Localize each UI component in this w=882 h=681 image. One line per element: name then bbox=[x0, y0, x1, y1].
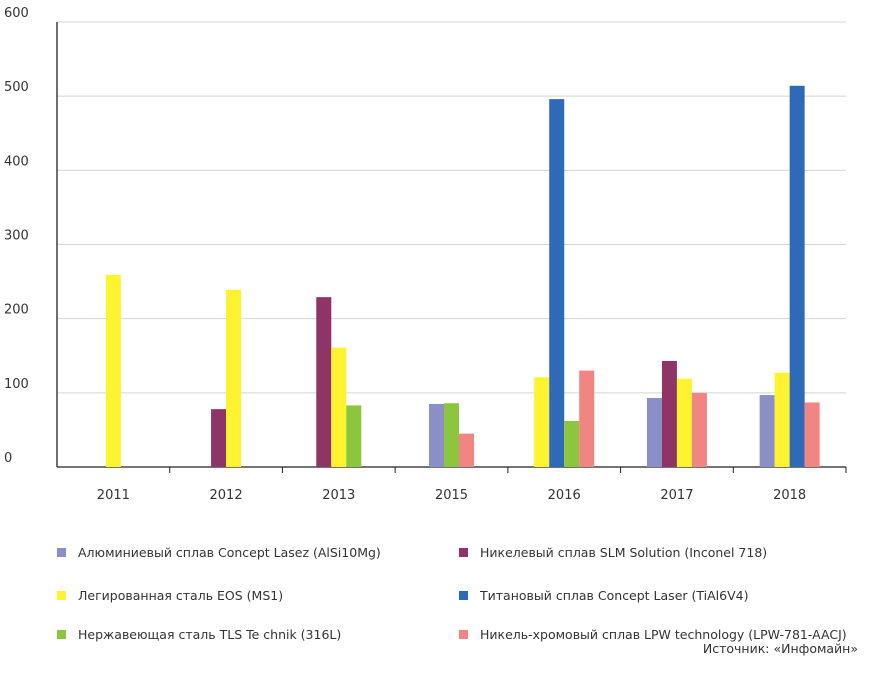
bar bbox=[331, 347, 347, 467]
bar bbox=[804, 402, 820, 467]
x-tick-label: 2011 bbox=[97, 488, 130, 503]
bar bbox=[691, 392, 707, 467]
bar bbox=[444, 403, 459, 467]
bar bbox=[459, 433, 474, 467]
bar bbox=[549, 99, 565, 467]
x-tick-label: 2018 bbox=[773, 488, 806, 503]
bar bbox=[579, 370, 595, 467]
bar bbox=[759, 395, 775, 467]
bar bbox=[564, 421, 580, 467]
bar bbox=[646, 398, 662, 467]
bar bbox=[226, 289, 242, 467]
bar bbox=[316, 297, 332, 467]
bar bbox=[346, 405, 362, 467]
bar bbox=[105, 274, 121, 467]
y-tick-label: 300 bbox=[4, 229, 29, 244]
bar bbox=[534, 377, 550, 467]
y-tick-label: 200 bbox=[4, 303, 29, 318]
x-tick-label: 2012 bbox=[210, 488, 243, 503]
x-tick-label: 2015 bbox=[435, 488, 468, 503]
y-tick-label: 400 bbox=[4, 154, 29, 169]
x-tick-label: 2017 bbox=[660, 488, 693, 503]
x-tick-label: 2016 bbox=[548, 488, 581, 503]
y-tick-label: 100 bbox=[4, 377, 29, 392]
source-note: Источник: «Инфомайн» bbox=[702, 641, 858, 656]
y-tick-label: 500 bbox=[4, 80, 29, 95]
bar bbox=[429, 403, 444, 467]
y-tick-label: 600 bbox=[4, 6, 29, 21]
x-tick-label: 2013 bbox=[322, 488, 355, 503]
bar bbox=[774, 372, 790, 467]
bar bbox=[661, 360, 677, 467]
bar bbox=[211, 409, 227, 467]
y-tick-label: 0 bbox=[4, 451, 12, 466]
bar bbox=[789, 85, 805, 468]
bar bbox=[676, 378, 692, 467]
